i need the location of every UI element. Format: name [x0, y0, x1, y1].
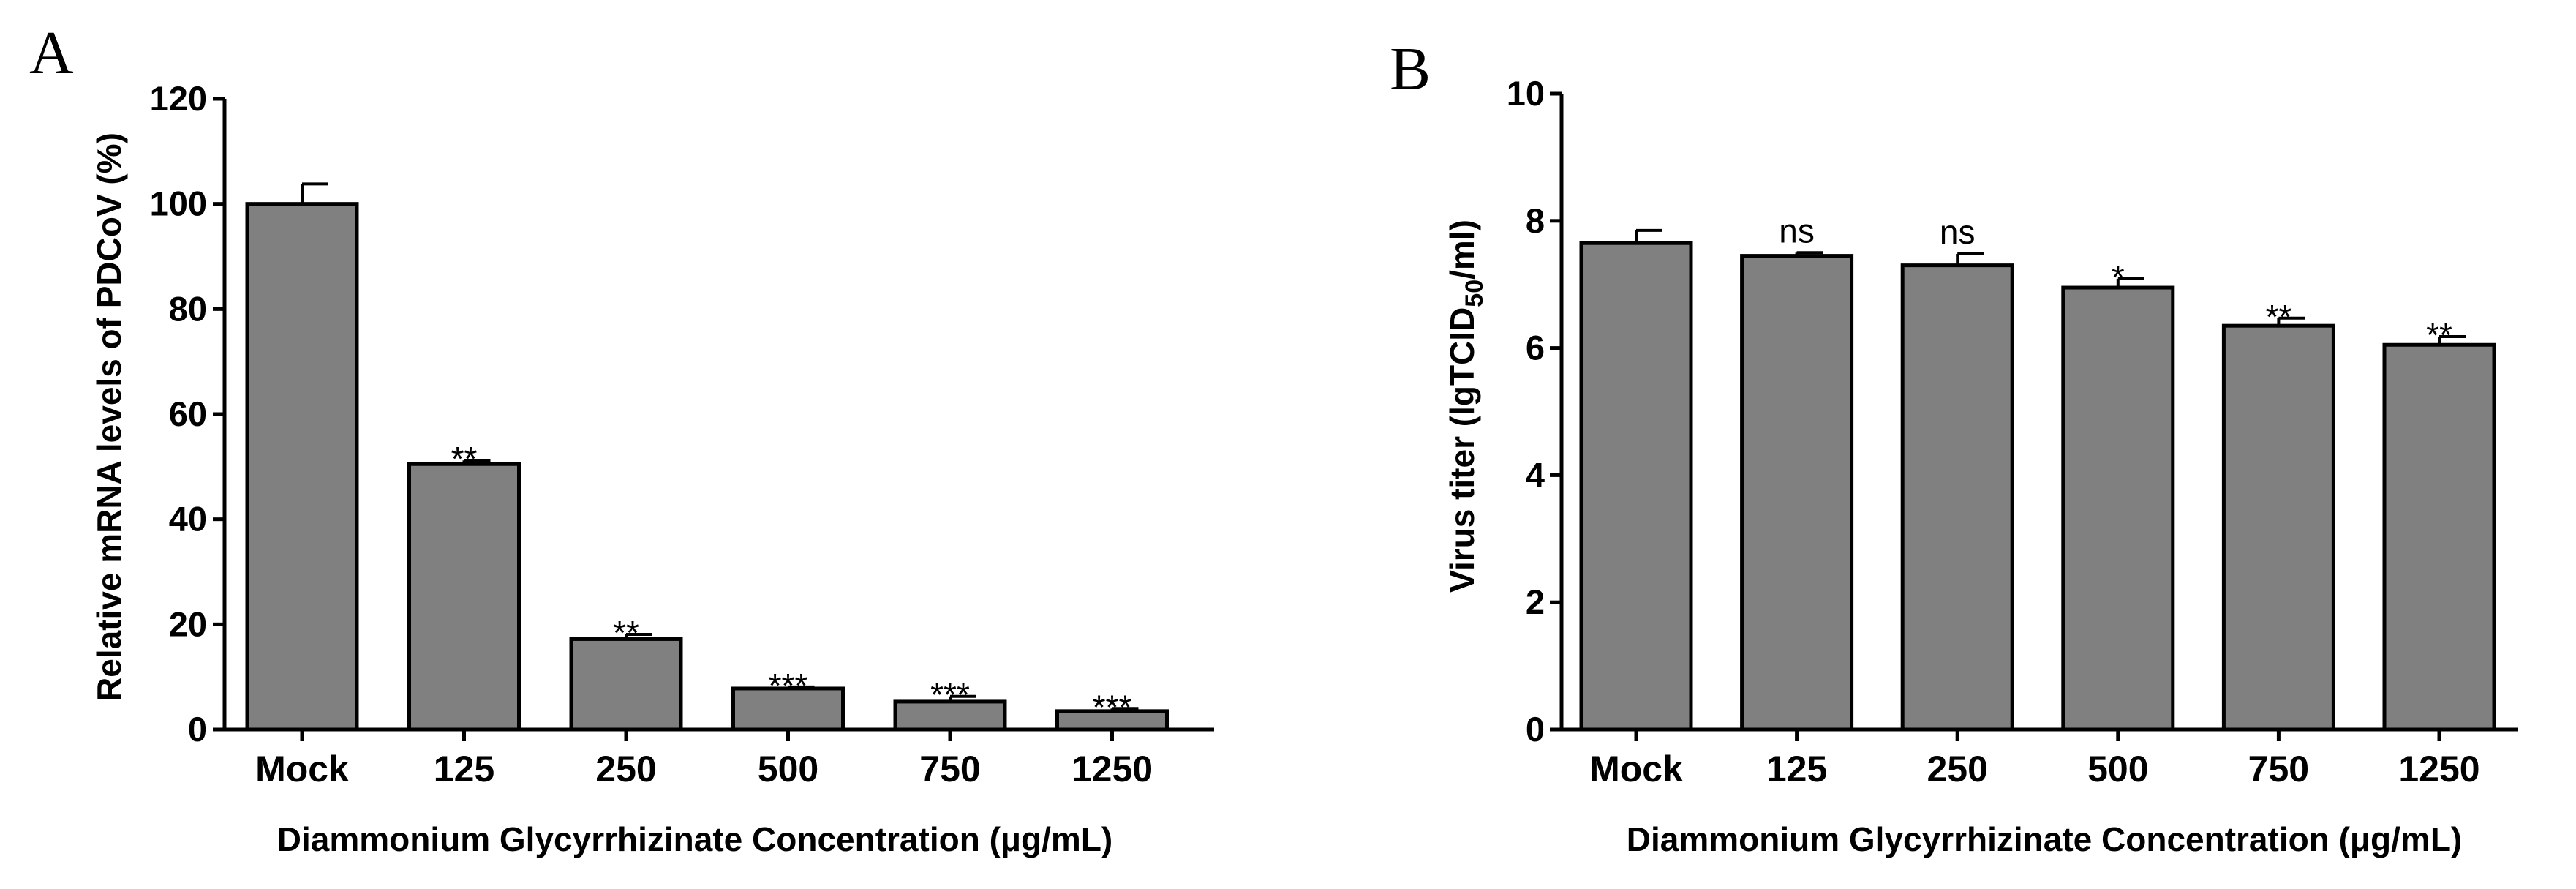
panel-a: A Relative mRNA levels of PDCoV (%) Diam… — [29, 19, 1214, 858]
panel-b-y-tick-label: 0 — [1526, 710, 1545, 749]
panel-a-letter: A — [29, 19, 74, 87]
panel-a-significance-label: *** — [769, 667, 808, 705]
panel-a-y-tick-label: 20 — [169, 604, 207, 643]
panel-b-y-tick-label: 2 — [1526, 582, 1545, 621]
panel-b-significance-label: ns — [1779, 211, 1815, 250]
panel-b-y-title-part1: Virus titer (lgTCID — [1443, 307, 1481, 593]
panel-a-y-axis-title: Relative mRNA levels of PDCoV (%) — [90, 132, 128, 702]
panel-a-category-label: 250 — [595, 749, 656, 789]
panel-b-y-title-subscript: 50 — [1461, 280, 1488, 307]
panel-a-category-label: 1250 — [1072, 749, 1153, 789]
panel-b-x-axis-title: Diammonium Glycyrrhizinate Concentration… — [1627, 820, 2463, 858]
panel-a-significance-label: ** — [613, 614, 639, 652]
panel-b-bar-250 — [1900, 263, 2014, 732]
panel-b-significance-label: * — [2112, 258, 2125, 296]
panel-b-y-title-part3: /ml) — [1443, 220, 1481, 280]
panel-b-y-tick-label: 4 — [1526, 455, 1545, 494]
panel-b: B Virus titer (lgTCID50/ml) Diammonium G… — [1390, 35, 2518, 858]
panel-b-bar-500 — [2061, 285, 2175, 732]
panel-b-category-label: 1250 — [2398, 749, 2479, 789]
panel-a-significance-label: ** — [451, 440, 478, 478]
panel-b-category-label: 750 — [2248, 749, 2309, 789]
panel-a-y-tick-label: 60 — [169, 394, 207, 433]
panel-b-category-label: 250 — [1927, 749, 1987, 789]
panel-a-y-tick-label: 100 — [150, 184, 207, 223]
panel-a-marks: 0 20 40 60 80 100 120 Mock 125 ** 250 ** 500 *** 750 **… — [150, 79, 1214, 789]
panel-b-bar-Mock — [1579, 241, 1693, 732]
panel-a-category-label: 125 — [434, 749, 494, 789]
panel-a-significance-label: *** — [930, 676, 970, 714]
panel-b-y-tick-label: 10 — [1507, 74, 1545, 113]
panel-a-category-label: Mock — [255, 749, 349, 789]
panel-a-bar-750 — [893, 699, 1007, 732]
panel-a-y-tick-label: 80 — [169, 289, 207, 328]
panel-b-category-label: Mock — [1589, 749, 1683, 789]
panel-b-marks: 0 2 4 6 8 10 Mock 125 ns 250 ns 500 * 750 ** 1250 ** — [1507, 74, 2518, 789]
panel-a-bar-125 — [407, 462, 521, 732]
panel-a-x-axis-title: Diammonium Glycyrrhizinate Concentration… — [277, 820, 1113, 858]
panel-b-category-label: 500 — [2087, 749, 2148, 789]
panel-a-category-label: 750 — [919, 749, 980, 789]
panel-b-significance-label: ** — [2265, 298, 2291, 336]
panel-a-category-label: 500 — [758, 749, 818, 789]
panel-b-significance-label: ** — [2426, 316, 2452, 354]
panel-b-bar-1250 — [2382, 342, 2496, 732]
panel-a-y-tick-label: 0 — [188, 710, 207, 749]
panel-b-bar-125 — [1740, 254, 1854, 732]
panel-b-y-tick-label: 6 — [1526, 329, 1545, 367]
panel-b-category-label: 125 — [1766, 749, 1827, 789]
panel-b-significance-label: ns — [1940, 213, 1976, 251]
panel-b-y-tick-label: 8 — [1526, 201, 1545, 240]
panel-a-y-tick-label: 120 — [150, 79, 207, 118]
panel-a-significance-label: *** — [1093, 688, 1132, 726]
panel-b-y-axis-title: Virus titer (lgTCID50/ml) — [1443, 220, 1488, 593]
panel-a-y-tick-label: 40 — [169, 500, 207, 539]
panel-b-letter: B — [1390, 35, 1431, 103]
panel-a-bar-250 — [569, 637, 683, 732]
panel-a-bar-Mock — [245, 202, 359, 732]
panel-b-bar-750 — [2221, 323, 2335, 732]
